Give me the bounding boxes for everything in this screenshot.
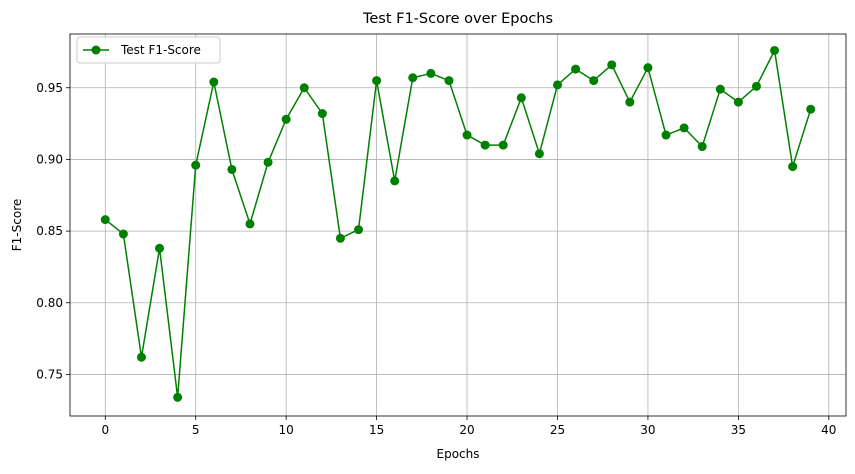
data-point: [571, 64, 581, 74]
data-point: [516, 93, 526, 103]
legend: Test F1-Score: [76, 36, 221, 64]
data-point: [426, 68, 436, 78]
data-point: [191, 160, 201, 170]
grid: [70, 34, 846, 416]
data-point: [498, 140, 508, 150]
ticks: 0 5 10 15 20 25 30 35 40 0.75 0.80 0.85 0.90 0.95: [36, 81, 836, 437]
data-point: [118, 229, 128, 239]
plot-frame: [69, 33, 847, 417]
data-point: [625, 97, 635, 107]
data-point: [534, 149, 544, 159]
data-point: [643, 63, 653, 73]
data-point: [281, 114, 291, 124]
data-point: [462, 130, 472, 140]
x-tick-label: 0: [101, 423, 109, 437]
data-point: [317, 109, 327, 119]
data-point: [751, 81, 761, 91]
data-point: [715, 84, 725, 94]
legend-label: Test F1-Score: [120, 43, 201, 57]
x-tick-label: 5: [192, 423, 200, 437]
data-point: [733, 97, 743, 107]
data-point: [263, 157, 273, 167]
data-point: [444, 76, 454, 86]
data-point: [245, 219, 255, 229]
data-point: [552, 80, 562, 90]
data-point: [806, 104, 816, 114]
x-axis-label: Epochs: [437, 447, 480, 461]
y-tick-label: 0.80: [36, 296, 63, 310]
y-axis-label: F1-Score: [10, 199, 24, 251]
x-tick-label: 20: [459, 423, 474, 437]
x-tick-label: 30: [640, 423, 655, 437]
data-point: [372, 76, 382, 86]
x-tick-label: 35: [731, 423, 746, 437]
data-point: [697, 142, 707, 152]
data-point: [173, 392, 183, 402]
series-layer: [100, 45, 816, 402]
data-point: [661, 130, 671, 140]
y-tick-label: 0.75: [36, 367, 63, 381]
data-point: [136, 352, 146, 362]
data-point: [480, 140, 490, 150]
data-point: [390, 176, 400, 186]
y-tick-label: 0.95: [36, 81, 63, 95]
data-point: [100, 215, 110, 225]
data-point: [354, 225, 364, 235]
data-point: [155, 243, 165, 253]
x-tick-label: 25: [550, 423, 565, 437]
x-tick-label: 10: [279, 423, 294, 437]
data-point: [209, 77, 219, 87]
data-point: [299, 83, 309, 93]
chart-title: Test F1-Score over Epochs: [362, 11, 553, 27]
data-point: [788, 162, 798, 172]
legend-marker-swatch: [91, 45, 101, 55]
data-point: [335, 233, 345, 243]
data-point: [679, 123, 689, 133]
legend-box: [76, 36, 221, 64]
data-point: [227, 164, 237, 174]
data-point: [408, 73, 418, 83]
data-point: [589, 76, 599, 86]
y-tick-label: 0.85: [36, 224, 63, 238]
x-tick-label: 15: [369, 423, 384, 437]
series-line: [104, 49, 812, 399]
data-point: [770, 45, 780, 55]
data-point: [607, 60, 617, 70]
y-tick-label: 0.90: [36, 152, 63, 166]
x-tick-label: 40: [821, 423, 836, 437]
